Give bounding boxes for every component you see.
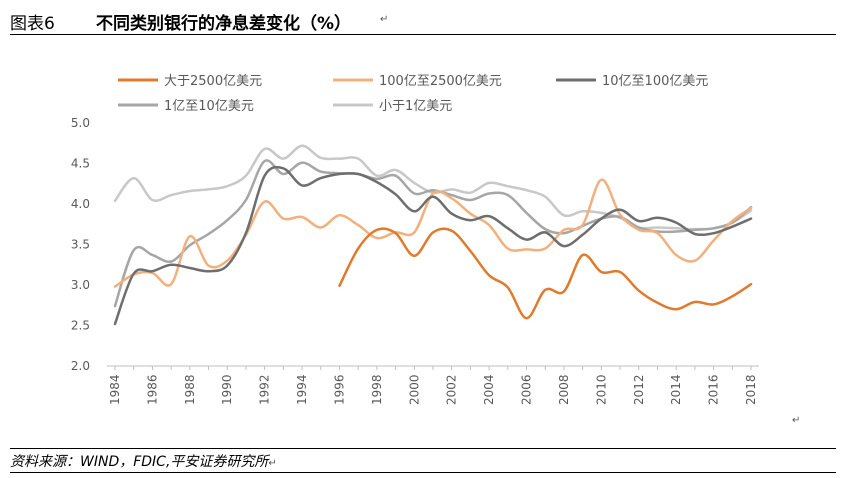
- y-tick-label: 3.0: [71, 278, 90, 292]
- x-tick-label: 2010: [594, 374, 608, 405]
- paragraph-mark: ↵: [380, 14, 389, 25]
- y-tick-label: 4.5: [71, 157, 90, 171]
- y-tick-label: 2.0: [71, 359, 90, 373]
- x-tick-label: 1990: [220, 374, 234, 405]
- y-tick-label: 5.0: [71, 116, 90, 130]
- series-line-4: [113, 159, 753, 308]
- x-axis: 1984 1986 1988 1990 1992 1994 1996 1998 2000 2002…: [107, 365, 759, 405]
- x-tick-label: 1988: [183, 374, 197, 405]
- legend-label: 100亿至2500亿美元: [379, 74, 502, 89]
- x-tick-label: 1984: [108, 374, 122, 405]
- legend-label: 1亿至10亿美元: [164, 99, 254, 114]
- y-tick-label: 4.0: [71, 197, 90, 211]
- series-layer: [113, 144, 753, 326]
- legend-label: 10亿至100亿美元: [602, 74, 708, 89]
- source-rule-bottom: [10, 472, 836, 473]
- x-tick-label: 2004: [482, 374, 496, 405]
- source-rule-top: [10, 448, 836, 449]
- x-tick-label: 1996: [332, 374, 346, 405]
- figure-header: 图表6 不同类别银行的净息差变化（%） ↵: [10, 6, 836, 34]
- y-axis: 2.0 2.5 3.0 3.5 4.0 4.5 5.0: [71, 116, 90, 373]
- legend: 大于2500亿美元 100亿至2500亿美元 10亿至100亿美元 1亿至10亿美元 小…: [118, 74, 708, 114]
- x-tick-label: 2000: [407, 374, 421, 405]
- x-tick-label: 1986: [145, 374, 159, 405]
- x-tick-label: 2018: [744, 374, 758, 405]
- y-tick-label: 2.5: [71, 319, 90, 333]
- x-tick-label: 1998: [370, 374, 384, 405]
- x-tick-label: 2006: [520, 374, 534, 405]
- x-tick-label: 2012: [632, 374, 646, 405]
- series-line-3: [113, 165, 753, 326]
- figure-title: 不同类别银行的净息差变化（%）: [96, 14, 352, 34]
- x-tick-label: 2016: [707, 374, 721, 405]
- source-note: 资料来源：WIND，FDIC,平安证券研究所↵: [10, 451, 277, 471]
- figure-label: 图表6: [10, 14, 55, 34]
- x-tick-label: 1992: [258, 374, 272, 405]
- paragraph-mark: ↵: [268, 458, 277, 469]
- x-tick-label: 2014: [669, 374, 683, 405]
- legend-label: 小于1亿美元: [379, 99, 452, 114]
- series-line-1: [338, 227, 753, 320]
- series-line-2: [113, 178, 753, 288]
- paragraph-mark: ↵: [792, 415, 800, 426]
- header-rule: [10, 34, 836, 35]
- x-tick-label: 2008: [557, 374, 571, 405]
- y-tick-label: 3.5: [71, 238, 90, 252]
- x-tick-label: 1994: [295, 374, 309, 405]
- x-tick-label: 2002: [445, 374, 459, 405]
- series-line-5: [113, 144, 753, 231]
- legend-label: 大于2500亿美元: [164, 74, 262, 89]
- source-text: 资料来源：WIND，FDIC,平安证券研究所: [10, 454, 269, 470]
